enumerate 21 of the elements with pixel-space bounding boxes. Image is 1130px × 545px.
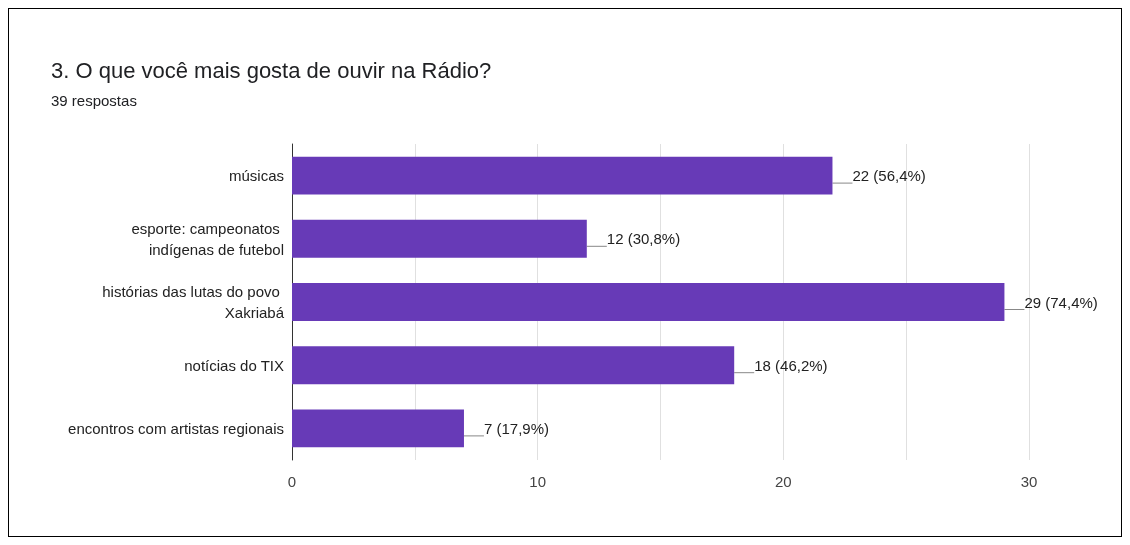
y-tick-label: notícias do TIX xyxy=(184,356,284,374)
y-tick-label: músicas xyxy=(228,167,284,185)
y-tick-label: histórias das lutas do povo Xakriabá xyxy=(102,283,285,321)
text: 39 respostas xyxy=(51,92,137,109)
bar xyxy=(292,346,735,385)
bar xyxy=(292,409,464,448)
bar xyxy=(292,156,833,195)
x-tick-label: 20 xyxy=(774,473,792,490)
bar xyxy=(292,283,1005,321)
x-tick-label: 30 xyxy=(1020,473,1038,490)
data-label: 18 (46,2%) xyxy=(754,356,828,374)
x-tick-label: 0 xyxy=(287,473,297,490)
bar xyxy=(292,219,587,258)
x-tick-label: 10 xyxy=(529,473,547,490)
y-tick-label: encontros com artistas regionais xyxy=(68,419,284,437)
data-label: 7 (17,9%) xyxy=(483,419,550,437)
y-tick-label: esporte: campeonatos indígenas de futebol xyxy=(131,219,284,258)
data-label: 29 (74,4%) xyxy=(1024,293,1098,311)
data-label: 12 (30,8%) xyxy=(606,230,681,248)
chart-title: 3. O que você mais gosta de ouvir na Rádio? xyxy=(51,57,492,83)
data-label: 22 (56,4%) xyxy=(852,167,926,185)
